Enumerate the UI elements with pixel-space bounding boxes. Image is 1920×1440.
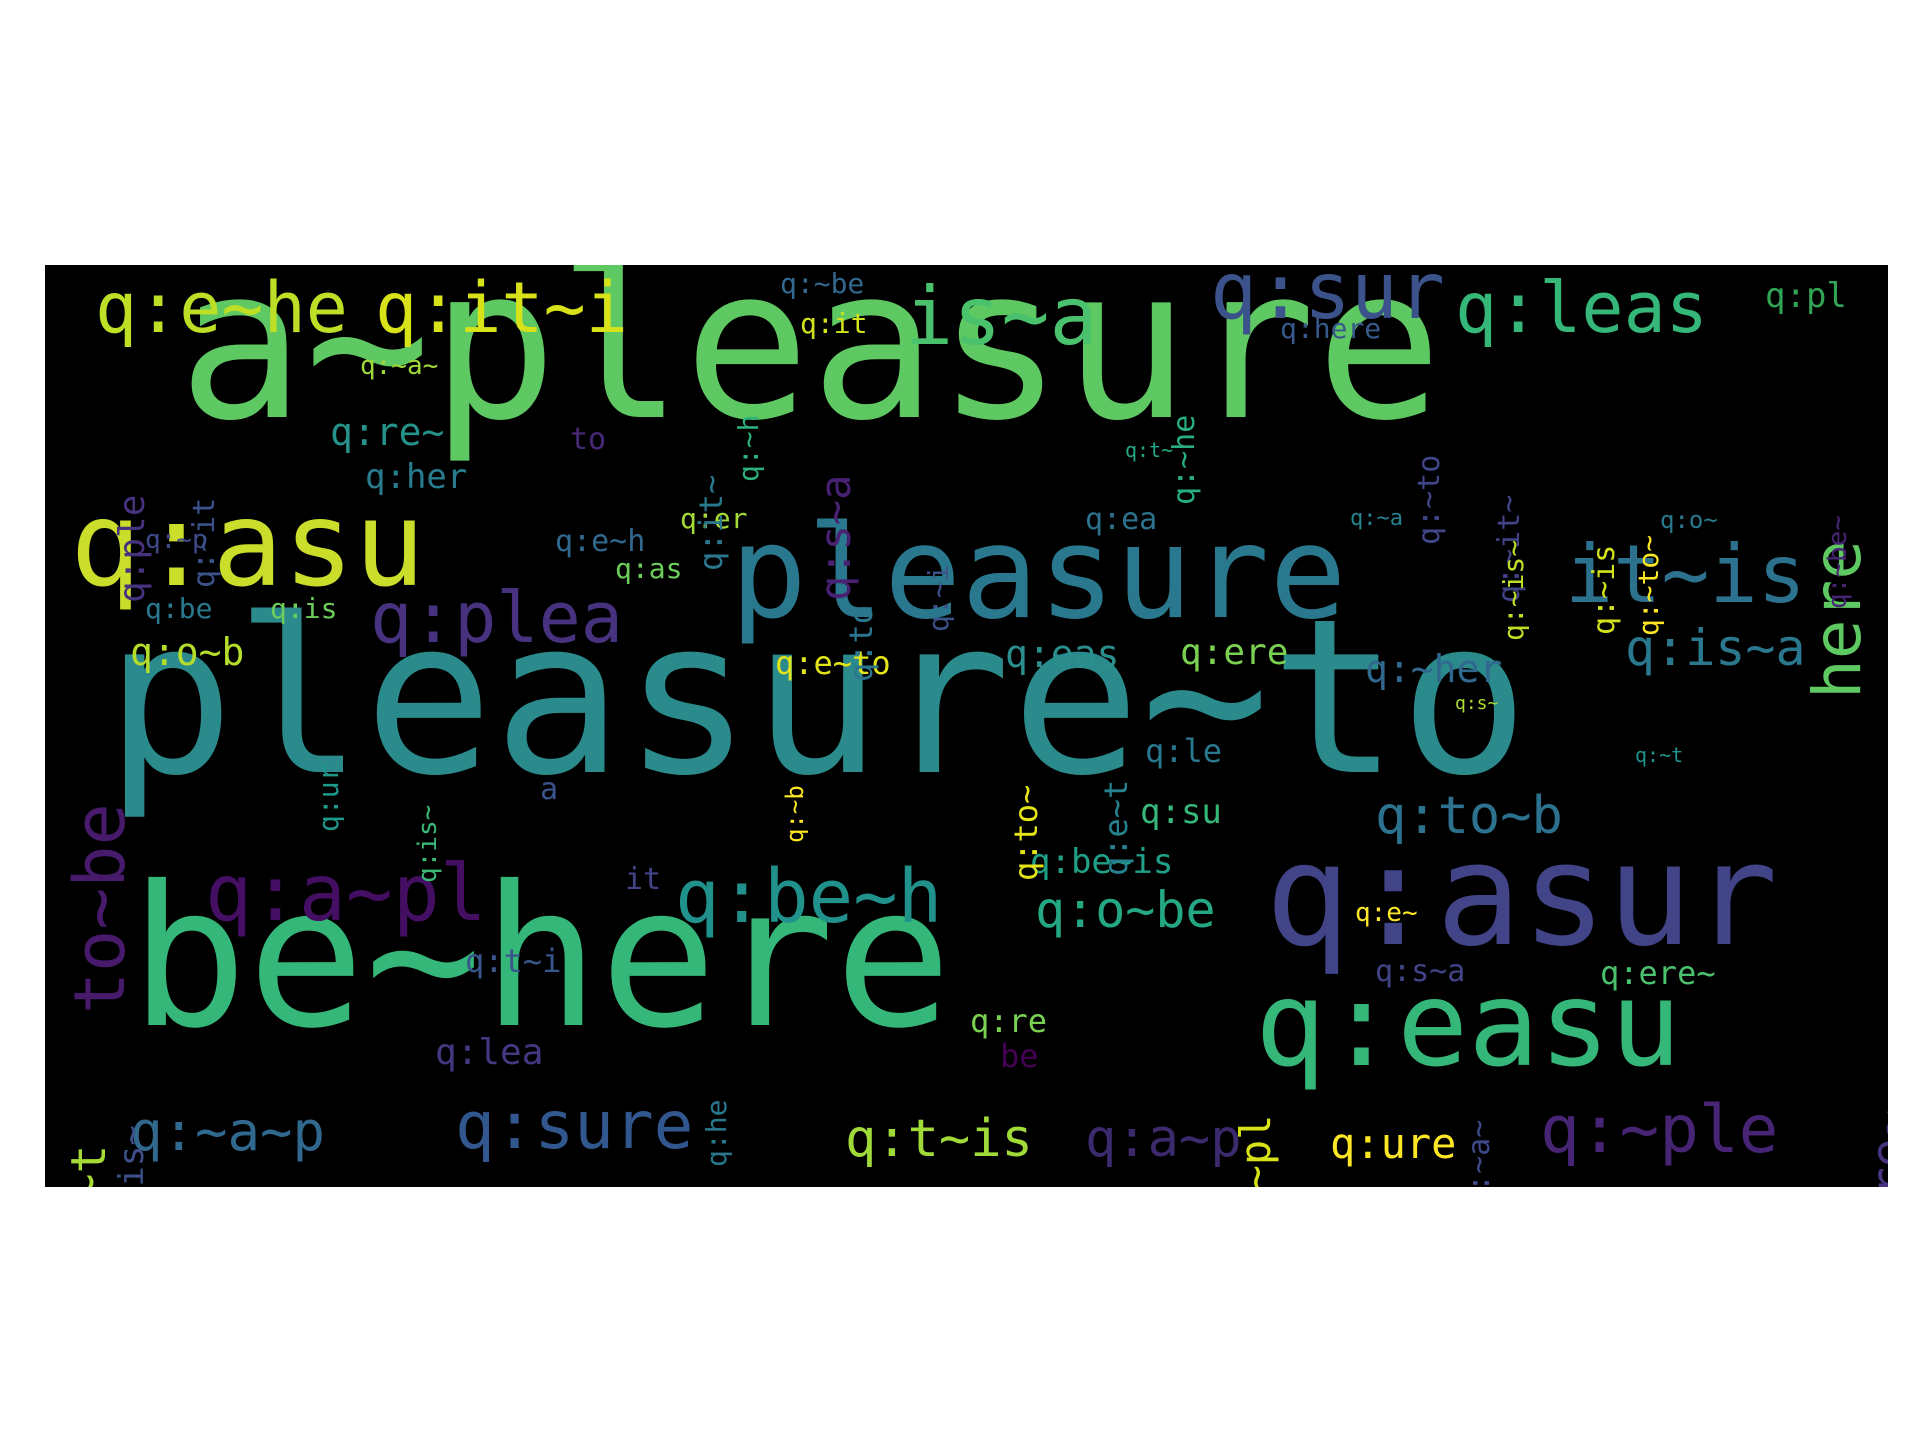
word-q-le: q:le [1145, 732, 1223, 770]
word-q-asu: q:asu [70, 475, 426, 613]
word-it: it [625, 862, 662, 897]
word-q-t-small: q:~t [1635, 743, 1684, 767]
word-q-eas: q:eas [1005, 632, 1120, 676]
word-q-asur: q:asur [1265, 813, 1778, 978]
word-a: a [540, 772, 559, 807]
word-q-e-he: q:e~he [95, 267, 348, 349]
word-q-p: q:~p [145, 525, 208, 555]
word-q-ure: q:ure [1330, 1119, 1457, 1168]
word-q-pl-vert: q:~pl [1231, 1114, 1280, 1187]
word-q-i-vert: q:~i [922, 564, 955, 632]
word-q-it-vert-2: q:it~ [692, 474, 730, 571]
word-be: be [1000, 1037, 1039, 1075]
word-q-to-vert: q:~to [1412, 454, 1447, 545]
word-q-t-i: q:t~i [465, 942, 562, 980]
word-q-a-top: q:~a~ [360, 351, 439, 381]
word-q-ere-2: q:ere~ [1600, 954, 1716, 992]
word-q-sur: q:sur [1210, 265, 1445, 337]
word-q-a-p-2: q:~a~p [130, 1100, 326, 1163]
word-q-a-p: q:a~p [1085, 1109, 1242, 1169]
word-q-e-to: q:e~to [775, 644, 891, 682]
word-q-easu: q:easu [1255, 955, 1682, 1093]
word-q-he-vert-2: q:he [700, 1099, 733, 1167]
word-pleasure-to: pleasure~to [105, 572, 1529, 823]
word-q-he-vert: q:~he [1167, 414, 1202, 505]
word-q-lea: q:lea [435, 1032, 544, 1073]
word-q-it-i: q:it~i [375, 267, 628, 349]
word-q-b-vert: q:~b [781, 785, 809, 843]
word-pleasure: pleasure [730, 499, 1347, 648]
word-q-her: q:her [365, 457, 468, 497]
word-q-s: q:s~ [1455, 693, 1499, 714]
word-q-t: q:t~ [1125, 438, 1174, 462]
word-cloud: a~pleasure pleasure~to be~here pleasure … [45, 265, 1888, 1187]
word-q-is-vert-2: q:~is [1587, 544, 1622, 635]
word-q-ur-vert: q:ur [312, 764, 345, 832]
word-q-to-vert-2: q:~to~ [1632, 534, 1665, 636]
word-q-it-vert: q:~it [187, 497, 222, 588]
word-q-s-a-vert: q:s~a [811, 474, 860, 601]
word-q-be: q:be [145, 592, 213, 625]
word-q-pl: q:pl [1765, 276, 1847, 316]
word-q-re: q:re~ [330, 410, 445, 454]
word-q-is-a: q:is~a [1625, 619, 1806, 677]
word-q-re-t: q:re~t [61, 1145, 117, 1187]
word-q-be-is: q:be~is [1030, 842, 1174, 882]
word-q-is: q:is [270, 592, 338, 625]
word-q-it: q:it [800, 307, 868, 340]
word-q-ea: q:ea [1085, 502, 1158, 537]
word-q-ple-2: q:~ple [1540, 1091, 1779, 1168]
word-q-sure: q:sure [455, 1087, 694, 1164]
word-q-e-h: q:e~h [555, 524, 646, 559]
word-q-er: q:er [680, 502, 748, 535]
word-q-su: q:su [1140, 792, 1222, 832]
word-q-o: q:o~ [1660, 506, 1718, 534]
word-q-ere: q:ere [1180, 632, 1289, 673]
word-q-be-vert: q:~be~ [1823, 515, 1853, 609]
word-q-as: q:as [615, 552, 683, 585]
word-is-a: is~a [905, 270, 1098, 363]
word-a-pleasure: a~pleasure [178, 265, 1443, 467]
word-q-here: q:here [1280, 312, 1382, 345]
word-q-to-vert-4: q:to~ [1007, 784, 1045, 881]
word-q-e: q:e~ [1355, 898, 1418, 928]
word-q-be-h: q:be~h [675, 854, 943, 940]
word-q-is-vert-3: q:is~ [413, 804, 443, 883]
word-q-to-vert-3: q:to [842, 604, 880, 682]
word-q-her-2: q:~her [1365, 647, 1503, 691]
word-q-s-a: q:s~a [1375, 954, 1466, 989]
word-q-ple: q:ple [112, 494, 153, 603]
word-q-be-top: q:~be [780, 267, 865, 300]
word-q-is-vert: q:~is~ [112, 1125, 152, 1187]
word-it-is: it~is [1565, 528, 1806, 621]
word-q-t-is: q:t~is [845, 1109, 1033, 1169]
word-to: to [570, 422, 607, 457]
word-be-here: be~here [130, 844, 952, 1071]
word-q-o-b: q:o~b [130, 630, 245, 674]
word-q-to-b: q:to~b [1375, 786, 1563, 846]
word-q-h-vert: q:~h [732, 414, 765, 482]
word-q-ure-vert: q:ure~ [1861, 1110, 1888, 1187]
word-q-a-small: q:~a [1350, 506, 1403, 531]
word-q-re-small: q:re [970, 1002, 1048, 1040]
word-to-be: to~be [59, 803, 141, 1014]
word-q-o-be: q:o~be [1035, 881, 1216, 939]
word-q-is-vert-4: q:~is~ [1497, 539, 1530, 641]
word-q-a-vert: q:~a~ [1462, 1119, 1497, 1187]
word-q-a-pl: q:a~pl [205, 849, 487, 939]
word-q-e-t-vert: q:e~t [1097, 779, 1135, 876]
word-q-plea: q:plea [370, 577, 623, 659]
word-q-leas: q:leas [1455, 267, 1708, 349]
